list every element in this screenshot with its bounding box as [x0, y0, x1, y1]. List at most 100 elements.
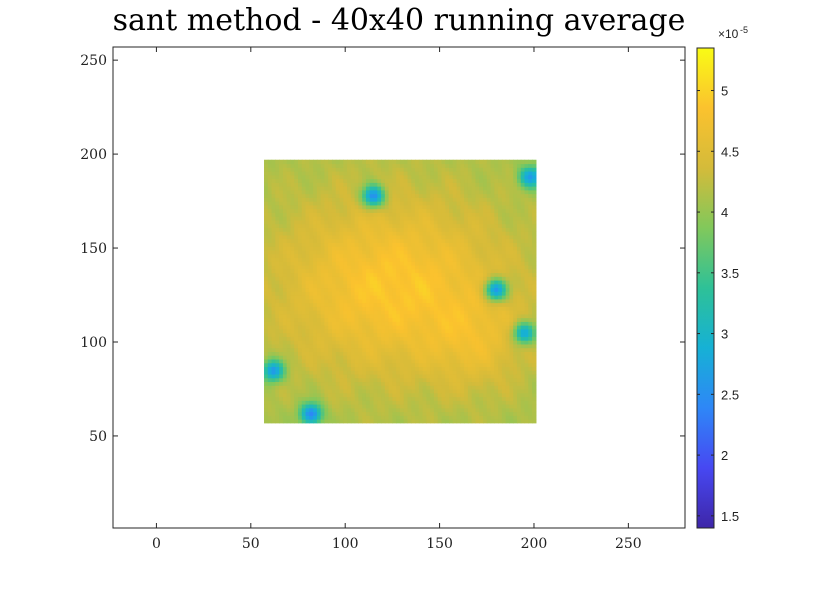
heatmap-cell	[399, 411, 405, 416]
heatmap-cell	[309, 347, 314, 352]
heatmap-cell	[407, 396, 412, 401]
heatmap-cell	[279, 189, 284, 195]
heatmap-cell	[452, 287, 458, 292]
heatmap-cell	[399, 287, 405, 292]
heatmap-cell	[275, 291, 280, 296]
heatmap-cell	[388, 197, 393, 202]
heatmap-cell	[339, 268, 344, 274]
heatmap-cell	[528, 182, 533, 187]
heatmap-cell	[430, 242, 435, 247]
heatmap-cell	[388, 336, 393, 341]
heatmap-cell	[381, 287, 386, 292]
heatmap-cell	[388, 403, 393, 409]
heatmap-cell	[516, 295, 522, 300]
heatmap-cell	[411, 419, 416, 424]
heatmap-cell	[483, 373, 488, 379]
heatmap-cell	[505, 167, 511, 172]
heatmap-cell	[494, 419, 499, 424]
heatmap-cell	[460, 223, 465, 228]
heatmap-cell	[324, 355, 329, 360]
heatmap-cell	[415, 358, 420, 364]
heatmap-cell	[373, 366, 378, 371]
heatmap-cell	[290, 276, 295, 281]
heatmap-cell	[441, 317, 446, 322]
heatmap-cell	[271, 302, 276, 307]
heatmap-cell	[418, 197, 424, 202]
heatmap-cell	[339, 340, 344, 345]
heatmap-cell	[362, 174, 367, 180]
heatmap-cell	[445, 396, 450, 401]
heatmap-cell	[505, 332, 511, 337]
heatmap-cell	[452, 219, 458, 225]
heatmap-cell	[324, 298, 329, 304]
heatmap-cell	[347, 287, 352, 292]
heatmap-cell	[294, 159, 299, 165]
heatmap-cell	[301, 261, 307, 266]
heatmap-cell	[509, 355, 514, 360]
heatmap-cell	[301, 227, 307, 232]
heatmap-cell	[392, 336, 397, 341]
heatmap-cell	[275, 264, 280, 270]
heatmap-cell	[396, 178, 401, 183]
heatmap-cell	[343, 328, 348, 334]
heatmap-cell	[532, 355, 537, 360]
heatmap-cell	[358, 366, 363, 371]
heatmap-cell	[305, 343, 310, 349]
heatmap-cell	[305, 287, 310, 292]
heatmap-cell	[524, 381, 529, 386]
heatmap-cell	[309, 400, 314, 405]
heatmap-cell	[328, 287, 333, 292]
heatmap-cell	[467, 347, 473, 352]
heatmap-cell	[373, 415, 378, 420]
heatmap-cell	[384, 219, 390, 225]
heatmap-cell	[396, 295, 401, 300]
heatmap-cell	[396, 370, 401, 375]
heatmap-cell	[524, 253, 529, 259]
heatmap-cell	[286, 253, 292, 259]
heatmap-cell	[437, 415, 443, 420]
heatmap-cell	[494, 197, 499, 202]
heatmap-cell	[471, 381, 477, 386]
heatmap-cell	[396, 197, 401, 202]
heatmap-cell	[418, 189, 424, 195]
heatmap-cell	[294, 197, 299, 202]
heatmap-cell	[320, 396, 326, 401]
heatmap-cell	[301, 249, 307, 255]
heatmap-cell	[350, 264, 356, 270]
heatmap-cell	[324, 276, 329, 281]
heatmap-cell	[373, 197, 378, 202]
heatmap-cell	[343, 396, 348, 401]
heatmap-cell	[365, 392, 371, 398]
heatmap-cell	[309, 174, 314, 180]
heatmap-cell	[286, 302, 292, 307]
heatmap-cell	[324, 264, 329, 270]
heatmap-cell	[365, 366, 371, 371]
heatmap-cell	[362, 347, 367, 352]
heatmap-cell	[294, 272, 299, 277]
heatmap-cell	[415, 163, 420, 168]
heatmap-cell	[467, 234, 473, 240]
heatmap-cell	[343, 264, 348, 270]
heatmap-cell	[471, 253, 477, 259]
heatmap-cell	[494, 388, 499, 394]
heatmap-cell	[479, 385, 484, 390]
heatmap-cell	[377, 171, 382, 176]
heatmap-cell	[381, 415, 386, 420]
heatmap-cell	[392, 328, 397, 334]
heatmap-cell	[347, 216, 352, 221]
heatmap-cell	[516, 197, 522, 202]
heatmap-cell	[403, 370, 409, 375]
heatmap-cell	[516, 310, 522, 315]
heatmap-cell	[479, 392, 484, 398]
heatmap-cell	[339, 347, 344, 352]
heatmap-cell	[483, 313, 488, 319]
heatmap-cell	[505, 276, 511, 281]
heatmap-cell	[486, 325, 492, 330]
heatmap-cell	[407, 366, 412, 371]
heatmap-cell	[347, 193, 352, 198]
heatmap-cell	[415, 212, 420, 217]
heatmap-cell	[513, 328, 518, 334]
heatmap-cell	[524, 295, 529, 300]
heatmap-cell	[505, 392, 511, 398]
